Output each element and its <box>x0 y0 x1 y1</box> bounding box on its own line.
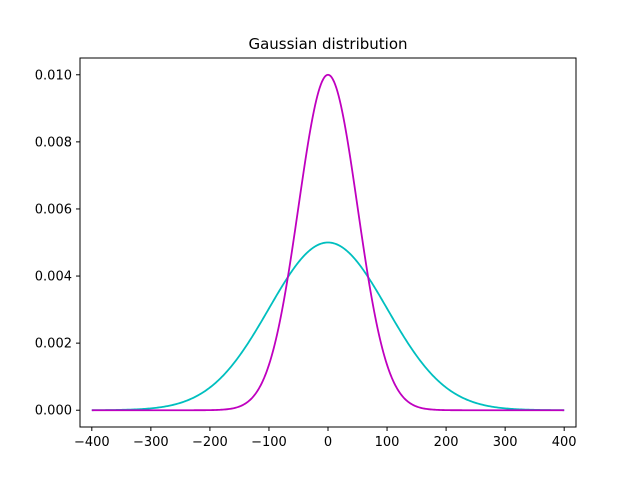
y-axis-ticks: 0.000 0.002 0.004 0.006 0.008 0.010 <box>35 68 80 419</box>
chart-title: Gaussian distribution <box>248 35 407 53</box>
x-axis-ticks: −400 −300 −200 −100 0 100 200 300 400 <box>74 427 577 450</box>
series-line-2 <box>91 73 565 412</box>
y-tick-label: 0.004 <box>35 270 72 285</box>
x-tick-label: −400 <box>74 435 110 450</box>
x-tick-label: 200 <box>434 435 459 450</box>
x-tick-label: 400 <box>552 435 577 450</box>
y-tick-label: 0.000 <box>35 404 72 419</box>
x-tick-label: −200 <box>192 435 228 450</box>
y-tick-label: 0.006 <box>35 202 72 217</box>
x-tick-label: 100 <box>375 435 400 450</box>
x-tick-label: 0 <box>324 435 332 450</box>
x-tick-label: −100 <box>251 435 287 450</box>
series-layer <box>91 73 565 412</box>
x-tick-label: −300 <box>133 435 169 450</box>
y-tick-label: 0.002 <box>35 337 72 352</box>
x-tick-label: 300 <box>493 435 518 450</box>
series-line-1 <box>91 241 565 412</box>
y-tick-label: 0.010 <box>35 68 72 83</box>
y-tick-label: 0.008 <box>35 135 72 150</box>
